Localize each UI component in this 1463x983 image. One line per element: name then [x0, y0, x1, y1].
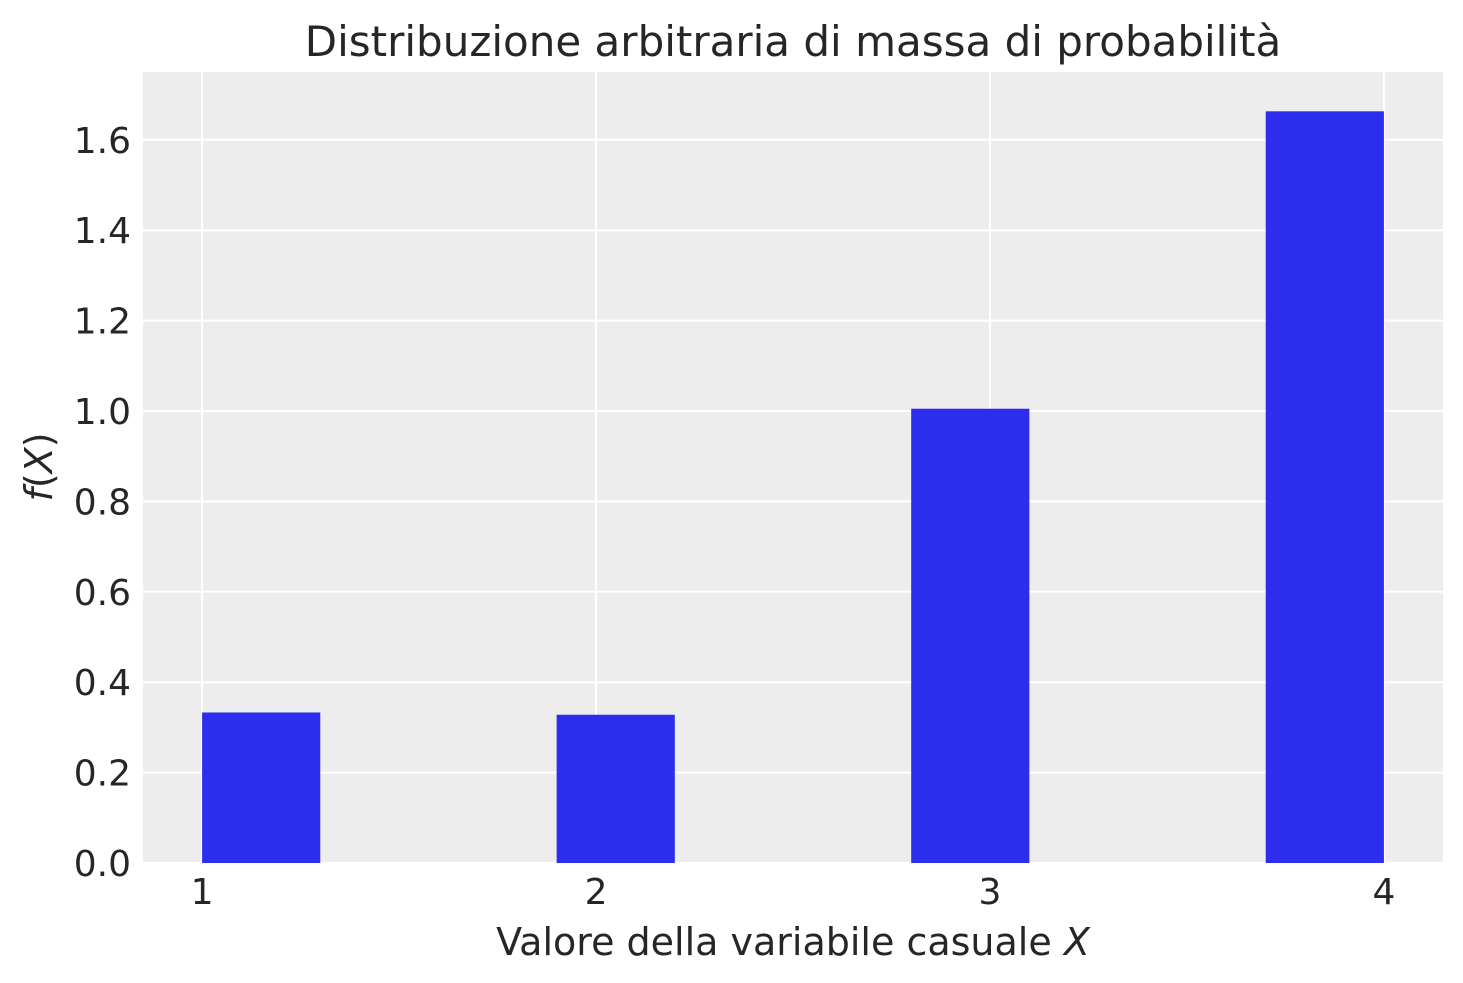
bar-1 [202, 712, 321, 863]
y-tick-label: 0.8 [74, 482, 131, 523]
y-tick-label: 1.0 [74, 392, 131, 433]
y-tick-label: 1.2 [74, 302, 131, 343]
x-axis-label: Valore della variabile casuale X [496, 920, 1091, 964]
y-tick-label: 0.6 [74, 573, 131, 614]
y-tick-label: 1.6 [74, 121, 131, 162]
y-tick-label: 0.2 [74, 754, 131, 795]
y-tick-label: 0.4 [74, 663, 131, 704]
plot-area-background [143, 72, 1443, 863]
y-axis-label-variable: X [17, 446, 61, 475]
y-tick-label: 0.0 [74, 844, 131, 885]
x-axis-tick-labels: 1 2 3 4 [191, 872, 1396, 913]
x-axis-label-text: Valore della variabile casuale [496, 920, 1064, 964]
x-tick-label: 3 [979, 872, 1002, 913]
x-tick-label: 2 [585, 872, 608, 913]
y-axis-label-close-paren: ) [17, 432, 61, 447]
y-axis-label-open-paren: ( [17, 473, 61, 488]
bar-3 [911, 408, 1030, 863]
y-tick-label: 1.4 [74, 211, 131, 252]
chart-title: Distribuzione arbitraria di massa di pro… [305, 17, 1281, 66]
x-tick-label: 4 [1372, 872, 1395, 913]
x-axis-label-variable: X [1062, 920, 1091, 964]
y-axis-tick-labels: 0.0 0.2 0.4 0.6 0.8 1.0 1.2 1.4 1.6 [74, 121, 131, 885]
bar-2 [556, 714, 675, 863]
y-axis-label: f(X) [17, 432, 61, 501]
bars [202, 111, 1384, 864]
x-tick-label: 1 [191, 872, 214, 913]
bar-4 [1265, 111, 1384, 864]
